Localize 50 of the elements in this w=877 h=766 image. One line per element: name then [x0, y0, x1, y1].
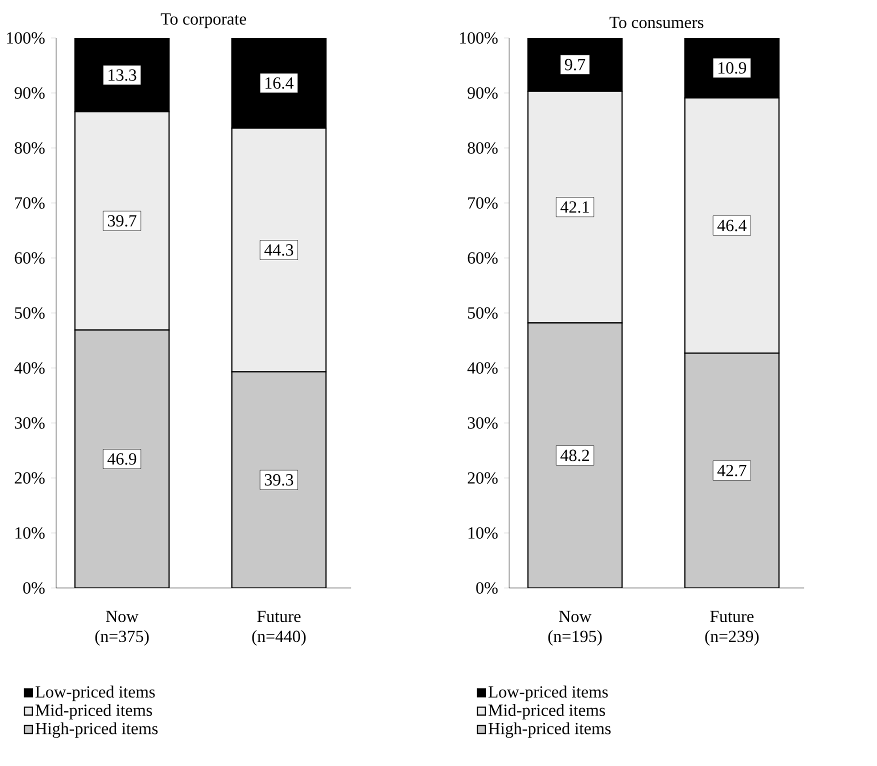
bar [527, 322, 623, 588]
x-tick-label: Future (n=239) [705, 610, 759, 646]
bar [684, 352, 780, 588]
y-tick-label: 90% [14, 87, 45, 99]
bar [231, 371, 327, 588]
bar [74, 329, 170, 588]
y-tick-label: 20% [468, 472, 498, 484]
x-tick-label: Future (n=440) [252, 610, 306, 646]
y-tick-label: 40% [14, 362, 45, 374]
y-tick-label: 10% [468, 527, 498, 539]
y-tick-label: 80% [14, 142, 45, 154]
legend-label: Mid-priced items [488, 704, 605, 720]
data-label: 44.3 [264, 244, 294, 256]
legend-label: High-priced items [488, 722, 611, 738]
data-label: 10.9 [718, 62, 746, 74]
chart-title: To corporate [160, 13, 246, 28]
y-tick-label: 60% [14, 252, 45, 264]
y-tick-label: 20% [14, 472, 45, 484]
data-label: 42.1 [560, 201, 589, 213]
x-tick-label: Now (n=195) [548, 610, 602, 646]
data-label: 16.4 [266, 77, 294, 89]
y-tick-label: 70% [468, 197, 498, 209]
y-tick-label: 70% [15, 197, 45, 209]
y-tick-label: 0% [476, 582, 498, 594]
legend-label: Low-priced items [36, 686, 155, 702]
data-label: 46.9 [107, 453, 136, 465]
data-label: 39.7 [108, 215, 136, 227]
y-tick-label: 80% [468, 142, 498, 154]
data-label: 13.3 [108, 69, 136, 81]
y-tick-label: 50% [15, 307, 45, 319]
legend-label: Mid-priced items [36, 704, 152, 720]
data-label: 39.3 [264, 474, 294, 486]
y-tick-label: 50% [468, 307, 498, 319]
chart-title: To consumers [610, 16, 704, 28]
y-tick-label: 0% [23, 582, 45, 594]
x-tick-label: Now (n=375) [95, 610, 149, 646]
data-label: 42.7 [717, 464, 746, 476]
y-tick-label: 90% [468, 87, 498, 99]
y-tick-label: 60% [468, 252, 498, 264]
data-label: 48.2 [560, 450, 589, 462]
y-tick-label: 10% [16, 527, 45, 539]
y-tick-label: 100% [460, 32, 498, 44]
y-tick-label: 30% [468, 417, 498, 429]
data-label: 9.7 [564, 58, 586, 70]
y-tick-label: 30% [14, 417, 45, 429]
legend-label: High-priced items [36, 722, 158, 738]
data-label: 46.4 [717, 220, 747, 232]
legend-label: Low-priced items [488, 686, 608, 702]
y-tick-label: 40% [467, 362, 498, 374]
y-tick-label: 100% [7, 32, 45, 44]
